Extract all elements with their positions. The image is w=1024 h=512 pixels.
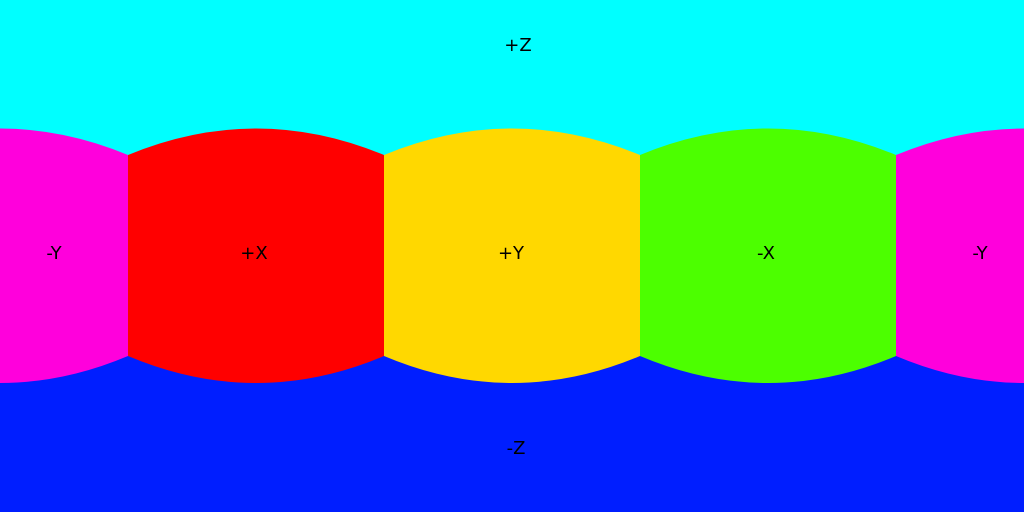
label-pos-x: +X bbox=[240, 243, 267, 264]
face-neg-x bbox=[640, 128, 896, 383]
label-neg-y-right: -Y bbox=[972, 243, 988, 264]
label-pos-y: +Y bbox=[498, 243, 525, 264]
label-pos-z: +Z bbox=[504, 35, 531, 56]
face-pos-x bbox=[128, 128, 384, 383]
face-neg-y-left bbox=[0, 128, 128, 383]
label-neg-x: -X bbox=[757, 243, 775, 264]
face-pos-y bbox=[384, 128, 640, 383]
label-neg-z: -Z bbox=[507, 438, 526, 459]
face-neg-y-right bbox=[896, 128, 1024, 383]
label-neg-y-left: -Y bbox=[46, 243, 62, 264]
